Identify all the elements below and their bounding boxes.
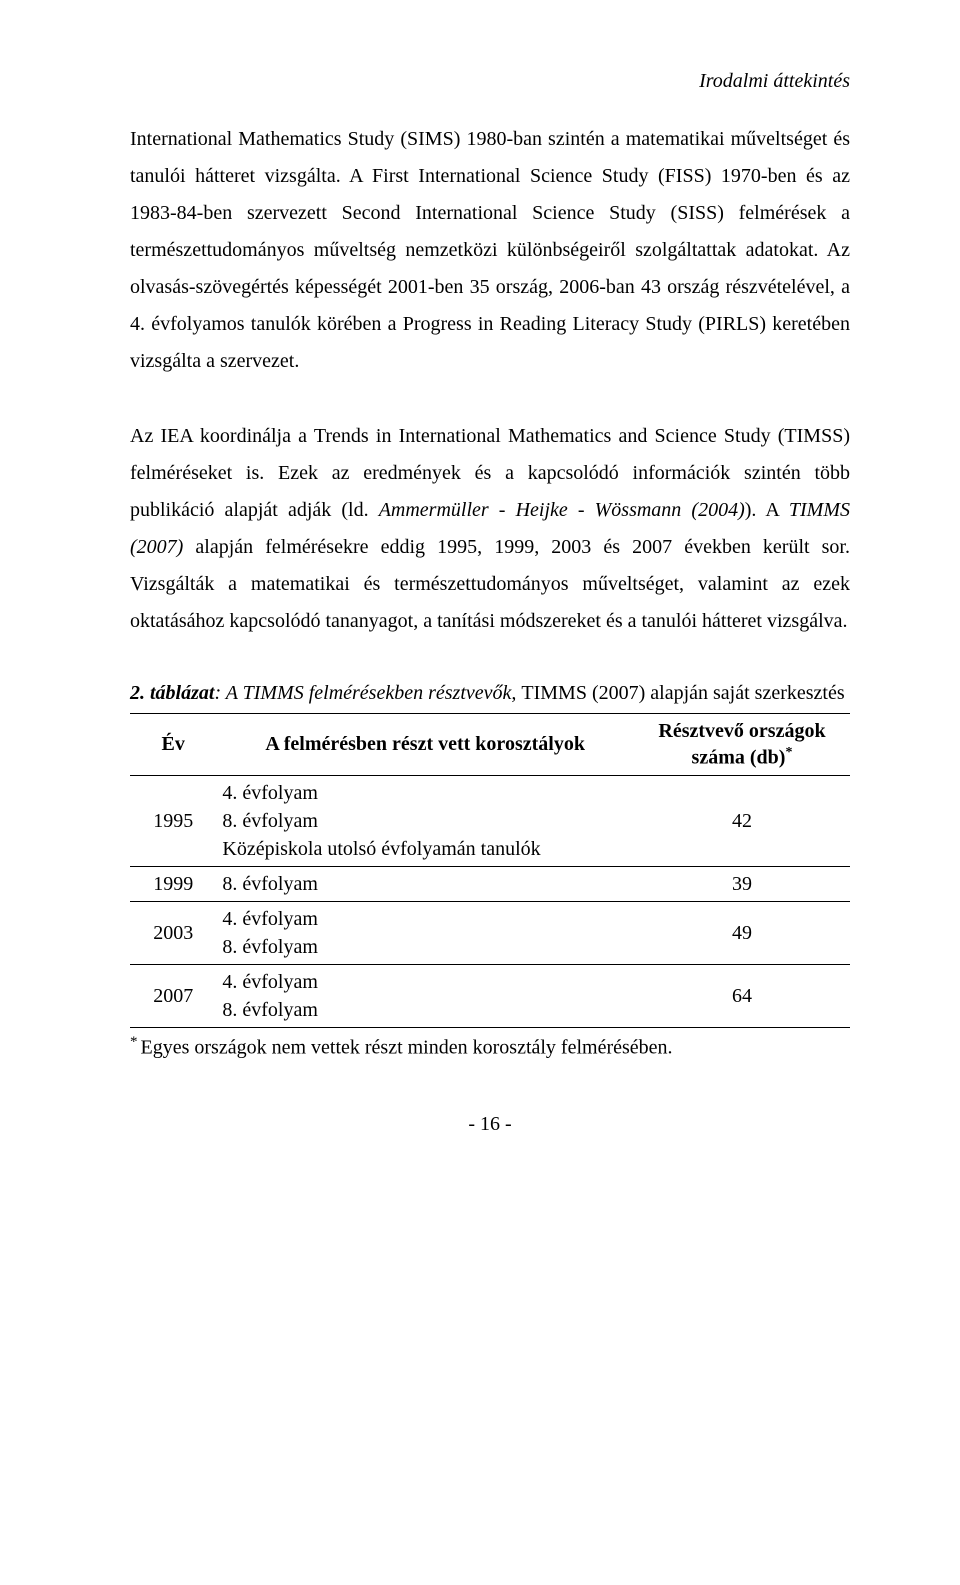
cell-groups-text: 8. évfolyam [222,873,318,895]
cell-year: 1995 [130,775,216,866]
th-countries-l2: száma (db) [692,747,786,769]
page-number-text: - 16 - [468,1113,511,1135]
table-body: 1995 4. évfolyam 8. évfolyam Középiskola… [130,775,850,1027]
cell-year: 2007 [130,964,216,1027]
th-year: Év [130,714,216,776]
table-row: 1999 8. évfolyam 39 [130,866,850,901]
footnote-text: Egyes országok nem vettek részt minden k… [141,1036,673,1058]
th-countries: Résztvevő országok száma (db)* [634,714,850,776]
section-header: Irodalmi áttekintés [130,70,850,93]
cell-groups: 4. évfolyam 8. évfolyam Középiskola utol… [216,775,634,866]
cell-groups-text: 4. évfolyam 8. évfolyam [222,971,318,1021]
paragraph-2-text-b: ). A [745,499,789,521]
footnote-star: * [130,1034,138,1050]
section-header-text: Irodalmi áttekintés [699,70,850,92]
table-header-row: Év A felmérésben részt vett korosztályok… [130,714,850,776]
cell-groups: 4. évfolyam 8. évfolyam [216,901,634,964]
th-groups: A felmérésben részt vett korosztályok [216,714,634,776]
cell-groups-text: 4. évfolyam 8. évfolyam [222,908,318,958]
cell-groups: 8. évfolyam [216,866,634,901]
th-countries-l1: Résztvevő országok [658,720,825,742]
paragraph-2: Az IEA koordinálja a Trends in Internati… [130,418,850,640]
table-row: 1995 4. évfolyam 8. évfolyam Középiskola… [130,775,850,866]
cell-count: 64 [634,964,850,1027]
table-row: 2003 4. évfolyam 8. évfolyam 49 [130,901,850,964]
th-countries-sup: * [785,745,792,760]
table-caption: 2. táblázat: A TIMMS felmérésekben részt… [130,678,850,709]
cell-count: 42 [634,775,850,866]
paragraph-2-italic-1: Ammermüller - Heijke - Wössmann (2004) [379,499,745,521]
cell-year: 1999 [130,866,216,901]
paragraph-2-text-c: alapján felmérésekre eddig 1995, 1999, 2… [130,536,850,632]
paragraph-1-text: International Mathematics Study (SIMS) 1… [130,128,850,372]
cell-groups-text: 4. évfolyam 8. évfolyam Középiskola utol… [222,782,540,860]
table-row: 2007 4. évfolyam 8. évfolyam 64 [130,964,850,1027]
cell-year: 2003 [130,901,216,964]
table-caption-rest-italic: : A TIMMS felmérésekben résztvevők, [214,682,521,704]
table-footnote: *Egyes országok nem vettek részt minden … [130,1032,850,1062]
cell-count: 39 [634,866,850,901]
table-caption-rest-plain: TIMMS (2007) alapján saját szerkesztés [521,682,844,704]
table-caption-lead: 2. táblázat [130,682,214,704]
timms-table: Év A felmérésben részt vett korosztályok… [130,713,850,1028]
cell-count: 49 [634,901,850,964]
page-number: - 16 - [130,1113,850,1136]
paragraph-1: International Mathematics Study (SIMS) 1… [130,121,850,380]
cell-groups: 4. évfolyam 8. évfolyam [216,964,634,1027]
